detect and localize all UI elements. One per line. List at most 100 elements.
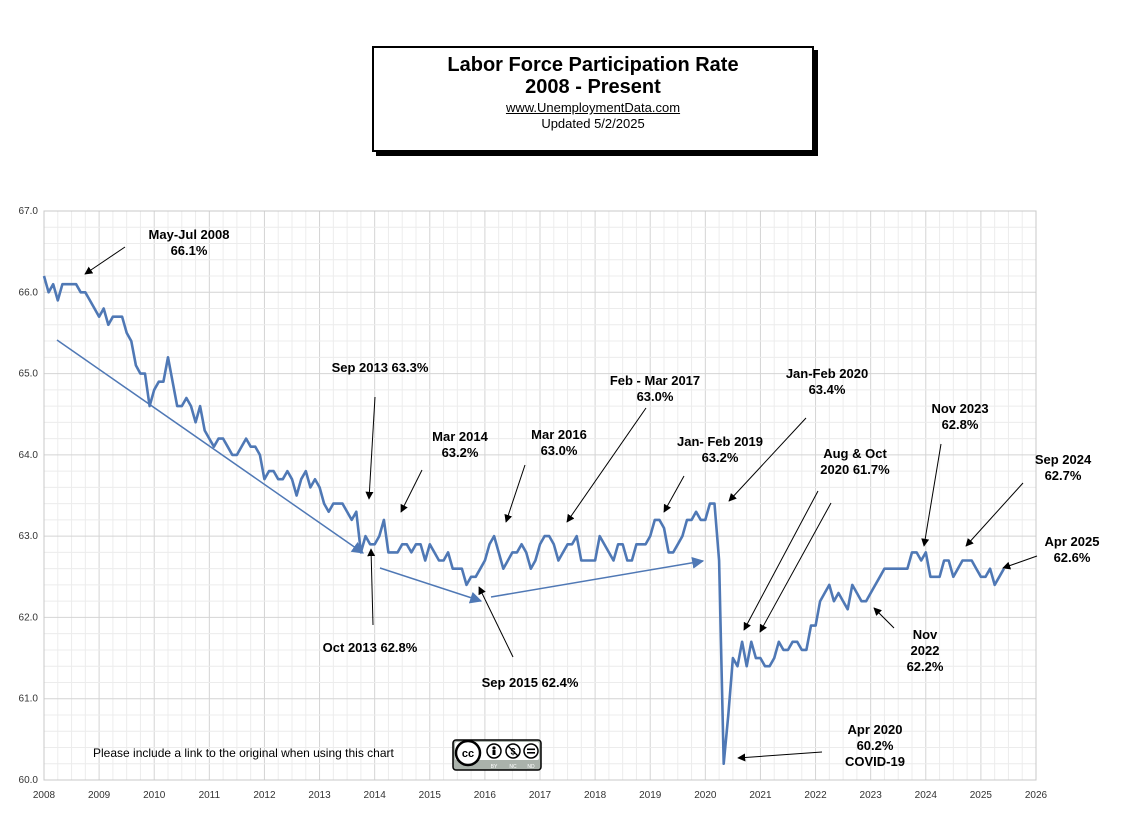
x-tick-label: 2009 bbox=[88, 790, 111, 801]
annotation-line: May-Jul 2008 bbox=[149, 227, 230, 242]
annotation-mar-2014: Mar 2014 63.2% bbox=[432, 429, 488, 460]
trend-arrow-2008-2013 bbox=[56, 339, 364, 554]
chart-title: Labor Force Participation Rate bbox=[447, 54, 739, 76]
annotation-line: 63.0% bbox=[637, 389, 674, 404]
x-tick-label: 2024 bbox=[915, 790, 938, 801]
arrow-sep-2015 bbox=[478, 586, 514, 658]
annotation-apr-2020: Apr 2020 60.2% COVID-19 bbox=[845, 722, 905, 769]
series-line-lfpr bbox=[42, 275, 1006, 766]
x-tick-label: 2012 bbox=[253, 790, 276, 801]
annotation-sep-2024: Sep 2024 62.7% bbox=[1035, 452, 1092, 483]
chart-subtitle: 2008 - Present bbox=[525, 76, 661, 98]
x-tick-label: 2019 bbox=[639, 790, 662, 801]
arrow-apr-2020 bbox=[737, 751, 823, 762]
arrow-nov-2023 bbox=[921, 443, 942, 547]
y-tick-label: 67.0 bbox=[19, 206, 39, 217]
x-tick-label: 2020 bbox=[694, 790, 717, 801]
y-tick-label: 61.0 bbox=[19, 694, 39, 705]
y-tick-label: 64.0 bbox=[19, 450, 39, 461]
x-tick-label: 2016 bbox=[474, 790, 497, 801]
x-axis: 2008 2009 2010 2011 2012 2013 2014 2015 2016 2017… bbox=[33, 790, 1048, 801]
trend-arrows bbox=[56, 339, 705, 604]
arrow-oct-2013 bbox=[367, 548, 376, 626]
annotation-nov-2023: Nov 2023 62.8% bbox=[931, 401, 988, 432]
annotation-nov-2022: Nov 2022 62.2% bbox=[907, 627, 944, 674]
annotations: May-Jul 2008 66.1% Sep 2013 63.3% Oct 2013 … bbox=[149, 227, 1100, 769]
arrow-apr-2025 bbox=[1002, 555, 1038, 570]
x-tick-label: 2010 bbox=[143, 790, 166, 801]
annotation-line: COVID-19 bbox=[845, 754, 905, 769]
arrow-sep-2024 bbox=[965, 482, 1024, 547]
cc-by-nc-nd-icon[interactable]: cc $ BY NC ND bbox=[452, 739, 542, 771]
annotation-line: Jan- Feb 2019 bbox=[677, 434, 763, 449]
annotation-apr-2025: Apr 2025 62.6% bbox=[1045, 534, 1100, 565]
annotation-line: 63.0% bbox=[541, 443, 578, 458]
chart-title-box: Labor Force Participation Rate 2008 - Pr… bbox=[372, 46, 814, 152]
annotation-line: 63.4% bbox=[809, 382, 846, 397]
annotation-line: 63.2% bbox=[702, 450, 739, 465]
arrow-may-jul-2008 bbox=[84, 246, 126, 275]
annotation-line: Nov 2023 bbox=[931, 401, 988, 416]
annotation-line: 62.2% bbox=[907, 659, 944, 674]
svg-text:cc: cc bbox=[462, 748, 474, 760]
annotation-line: 62.7% bbox=[1045, 468, 1082, 483]
annotation-line: 62.8% bbox=[942, 417, 979, 432]
annotation-line: Sep 2015 62.4% bbox=[482, 675, 579, 690]
arrow-mar-2016 bbox=[504, 464, 526, 523]
y-tick-label: 60.0 bbox=[19, 775, 39, 786]
annotation-line: Mar 2014 bbox=[432, 429, 488, 444]
annotation-jan-feb-2019: Jan- Feb 2019 63.2% bbox=[677, 434, 763, 465]
y-tick-label: 63.0 bbox=[19, 531, 39, 542]
x-tick-label: 2021 bbox=[749, 790, 772, 801]
x-tick-label: 2015 bbox=[419, 790, 442, 801]
arrow-mar-2014 bbox=[400, 469, 423, 513]
annotation-line: Sep 2013 63.3% bbox=[332, 360, 429, 375]
x-tick-label: 2014 bbox=[364, 790, 387, 801]
attribution-note: Please include a link to the original wh… bbox=[93, 746, 395, 760]
annotation-line: 2020 61.7% bbox=[820, 462, 890, 477]
annotation-line: Oct 2013 62.8% bbox=[323, 640, 418, 655]
x-tick-label: 2011 bbox=[199, 790, 221, 801]
annotation-line: Mar 2016 bbox=[531, 427, 587, 442]
annotation-sep-2013: Sep 2013 63.3% bbox=[332, 360, 429, 375]
annotation-line: 63.2% bbox=[442, 445, 479, 460]
plot-area bbox=[43, 210, 1037, 781]
arrow-feb-mar-2017 bbox=[566, 407, 647, 523]
annotation-may-jul-2008: May-Jul 2008 66.1% bbox=[149, 227, 230, 258]
license-label-by: BY bbox=[491, 764, 498, 770]
annotation-line: Sep 2024 bbox=[1035, 452, 1092, 467]
grid bbox=[43, 210, 1037, 781]
arrow-aug-2020 bbox=[743, 490, 819, 631]
annotation-line: 2022 bbox=[911, 643, 940, 658]
x-tick-label: 2022 bbox=[804, 790, 827, 801]
arrow-sep-2013 bbox=[365, 396, 376, 500]
annotation-line: Feb - Mar 2017 bbox=[610, 373, 700, 388]
annotation-line: Nov bbox=[913, 627, 938, 642]
license-label-nc: NC bbox=[509, 764, 517, 770]
license-label-nd: ND bbox=[527, 764, 535, 770]
annotation-sep-2015: Sep 2015 62.4% bbox=[482, 675, 579, 690]
pointer-arrows bbox=[84, 246, 1038, 762]
y-tick-label: 65.0 bbox=[19, 369, 39, 380]
x-tick-label: 2017 bbox=[529, 790, 552, 801]
annotation-line: Aug & Oct bbox=[823, 446, 887, 461]
source-link[interactable]: www.UnemploymentData.com bbox=[505, 100, 681, 115]
annotation-aug-oct-2020: Aug & Oct 2020 61.7% bbox=[820, 446, 890, 477]
annotation-jan-feb-2020: Jan-Feb 2020 63.4% bbox=[786, 366, 868, 397]
annotation-line: Jan-Feb 2020 bbox=[786, 366, 868, 381]
y-axis: 60.0 61.0 62.0 63.0 64.0 65.0 66.0 67.0 bbox=[19, 206, 39, 786]
annotation-line: Apr 2020 bbox=[848, 722, 903, 737]
arrow-oct-2020 bbox=[759, 502, 832, 633]
x-tick-label: 2025 bbox=[970, 790, 993, 801]
annotation-feb-mar-2017: Feb - Mar 2017 63.0% bbox=[610, 373, 700, 404]
arrow-nov-2022 bbox=[873, 607, 895, 629]
arrow-jan-feb-2020 bbox=[728, 417, 807, 502]
x-tick-label: 2013 bbox=[308, 790, 331, 801]
annotation-line: 60.2% bbox=[857, 738, 894, 753]
x-tick-label: 2018 bbox=[584, 790, 607, 801]
y-tick-label: 62.0 bbox=[19, 612, 39, 623]
arrow-jan-feb-2019 bbox=[663, 475, 685, 513]
annotation-mar-2016: Mar 2016 63.0% bbox=[531, 427, 587, 458]
y-tick-label: 66.0 bbox=[19, 287, 39, 298]
